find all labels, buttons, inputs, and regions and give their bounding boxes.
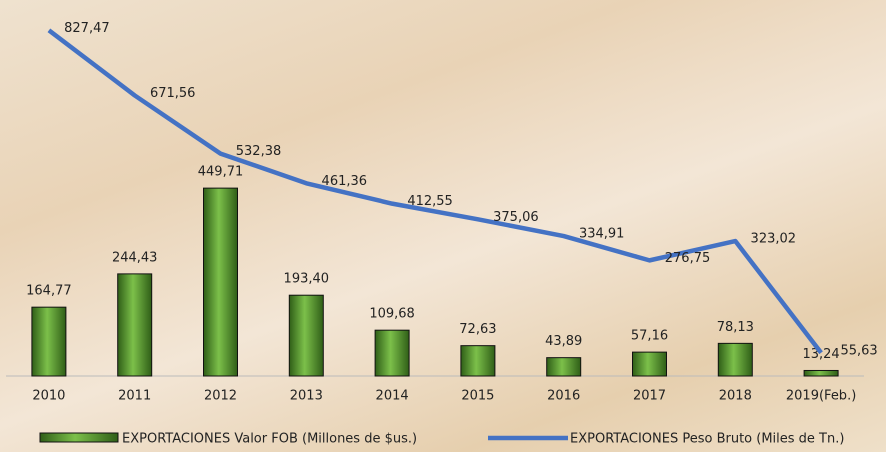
legend-label: EXPORTACIONES Valor FOB (Millones de $us… [122,432,417,447]
bar [374,329,410,377]
bar [632,351,667,377]
bar-value-label: 164,77 [26,284,72,299]
x-tick-label: 2017 [633,389,666,404]
x-tick-label: 2019(Feb.) [786,389,856,404]
line-value-label: 412,55 [407,194,453,209]
x-tick-label: 2016 [547,389,580,404]
bar [31,306,67,377]
line-value-label: 323,02 [751,232,797,247]
bar [203,187,238,377]
bar-value-label: 57,16 [631,329,668,344]
x-tick-label: 2015 [461,389,494,404]
bar-value-label: 244,43 [112,250,158,265]
line-value-label: 334,91 [579,227,625,242]
x-tick-label: 2013 [290,389,323,404]
x-tick-label: 2014 [376,389,409,404]
bar-value-label: 13,24 [802,347,839,362]
x-tick-label: 2010 [32,389,65,404]
bar-value-label: 43,89 [545,334,582,349]
line-value-label: 827,47 [64,21,110,36]
x-tick-label: 2018 [719,389,752,404]
bar-value-label: 78,13 [717,320,754,335]
bar-value-label: 449,71 [198,165,244,180]
line-value-label: 276,75 [665,251,711,266]
line [47,28,823,355]
bar-value-label: 193,40 [284,272,330,287]
line-value-label: 461,36 [322,174,368,189]
line-value-label: 671,56 [150,86,196,101]
bar [717,342,753,377]
bar [117,273,153,377]
x-tick-label: 2012 [204,389,237,404]
line-value-label: 375,06 [493,210,539,225]
bar-value-label: 109,68 [369,307,415,322]
bar-value-label: 72,63 [459,322,496,337]
bar [288,294,324,377]
line-value-label: 55,63 [840,343,877,358]
legend-swatch [39,432,119,443]
bar [460,345,496,377]
line-value-label: 532,38 [236,144,282,159]
x-tick-label: 2011 [118,389,151,404]
bar [803,369,839,377]
bar [546,357,582,377]
legend-label: EXPORTACIONES Peso Bruto (Miles de Tn.) [570,432,844,447]
